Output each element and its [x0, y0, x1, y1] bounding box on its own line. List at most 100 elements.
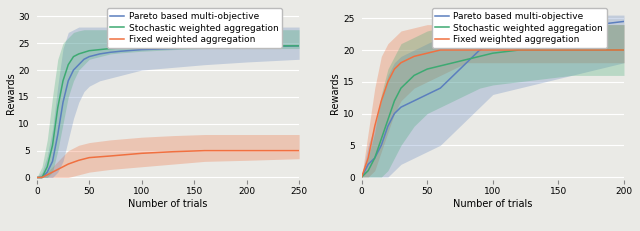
Stochastic weighted aggregation: [38, 176, 46, 179]
Stochastic weighted aggregation: [59, 79, 67, 82]
Stochastic weighted aggregation: [201, 45, 209, 47]
Fixed weighted aggregation: [594, 49, 602, 51]
Stochastic weighted aggregation: [476, 55, 484, 58]
Stochastic weighted aggregation: [568, 49, 575, 51]
Fixed weighted aggregation: [295, 149, 303, 152]
Stochastic weighted aggregation: [33, 176, 40, 179]
Stochastic weighted aggregation: [364, 169, 372, 172]
Fixed weighted aggregation: [49, 171, 56, 173]
Pareto based multi-objective: [568, 26, 575, 29]
Stochastic weighted aggregation: [117, 47, 125, 49]
Pareto based multi-objective: [397, 106, 405, 109]
Pareto based multi-objective: [85, 55, 93, 58]
Stochastic weighted aggregation: [44, 165, 51, 168]
Pareto based multi-objective: [378, 144, 385, 147]
Stochastic weighted aggregation: [390, 99, 398, 102]
Stochastic weighted aggregation: [384, 119, 392, 121]
Stochastic weighted aggregation: [378, 137, 385, 140]
Stochastic weighted aggregation: [106, 47, 114, 50]
X-axis label: Number of trials: Number of trials: [128, 199, 207, 209]
Pareto based multi-objective: [515, 36, 523, 39]
Line: Pareto based multi-objective: Pareto based multi-objective: [36, 46, 299, 177]
Pareto based multi-objective: [424, 93, 431, 96]
X-axis label: Number of trials: Number of trials: [453, 199, 532, 209]
Line: Pareto based multi-objective: Pareto based multi-objective: [362, 21, 624, 177]
Pareto based multi-objective: [54, 133, 61, 136]
Fixed weighted aggregation: [201, 149, 209, 152]
Stochastic weighted aggregation: [75, 52, 83, 55]
Pareto based multi-objective: [541, 30, 549, 32]
Pareto based multi-objective: [371, 157, 379, 159]
Pareto based multi-objective: [138, 48, 145, 51]
Stochastic weighted aggregation: [96, 48, 104, 51]
Pareto based multi-objective: [65, 79, 72, 82]
Pareto based multi-objective: [620, 20, 628, 23]
Fixed weighted aggregation: [397, 61, 405, 64]
Fixed weighted aggregation: [390, 68, 398, 70]
Y-axis label: Rewards: Rewards: [330, 72, 340, 114]
Stochastic weighted aggregation: [85, 49, 93, 52]
Fixed weighted aggregation: [410, 55, 418, 58]
Stochastic weighted aggregation: [436, 64, 444, 67]
Fixed weighted aggregation: [378, 99, 385, 102]
Fixed weighted aggregation: [243, 149, 250, 152]
Fixed weighted aggregation: [54, 168, 61, 171]
Stochastic weighted aggregation: [410, 74, 418, 77]
Fixed weighted aggregation: [424, 52, 431, 55]
Pareto based multi-objective: [450, 74, 458, 77]
Stochastic weighted aggregation: [243, 45, 250, 47]
Fixed weighted aggregation: [463, 49, 470, 51]
Pareto based multi-objective: [44, 171, 51, 173]
Pareto based multi-objective: [358, 176, 365, 178]
Stochastic weighted aggregation: [54, 106, 61, 109]
Pareto based multi-objective: [390, 112, 398, 115]
Pareto based multi-objective: [59, 101, 67, 104]
Fixed weighted aggregation: [65, 163, 72, 165]
Legend: Pareto based multi-objective, Stochastic weighted aggregation, Fixed weighted ag: Pareto based multi-objective, Stochastic…: [432, 8, 607, 48]
Fixed weighted aggregation: [371, 125, 379, 128]
Stochastic weighted aggregation: [295, 45, 303, 47]
Fixed weighted aggregation: [620, 49, 628, 51]
Legend: Pareto based multi-objective, Stochastic weighted aggregation, Fixed weighted ag: Pareto based multi-objective, Stochastic…: [107, 8, 282, 48]
Pareto based multi-objective: [75, 63, 83, 66]
Fixed weighted aggregation: [106, 155, 114, 157]
Fixed weighted aggregation: [85, 156, 93, 159]
Fixed weighted aggregation: [384, 80, 392, 83]
Stochastic weighted aggregation: [358, 176, 365, 178]
Pareto based multi-objective: [489, 42, 497, 45]
Stochastic weighted aggregation: [65, 63, 72, 66]
Fixed weighted aggregation: [44, 173, 51, 176]
Pareto based multi-objective: [49, 160, 56, 163]
Pareto based multi-objective: [33, 176, 40, 179]
Stochastic weighted aggregation: [80, 51, 88, 54]
Pareto based multi-objective: [96, 52, 104, 55]
Fixed weighted aggregation: [568, 49, 575, 51]
Pareto based multi-objective: [364, 163, 372, 166]
Fixed weighted aggregation: [515, 49, 523, 51]
Stochastic weighted aggregation: [397, 87, 405, 89]
Stochastic weighted aggregation: [450, 61, 458, 64]
Pareto based multi-objective: [594, 23, 602, 26]
Pareto based multi-objective: [243, 46, 250, 48]
Y-axis label: Rewards: Rewards: [6, 72, 15, 114]
Fixed weighted aggregation: [450, 49, 458, 51]
Fixed weighted aggregation: [75, 159, 83, 162]
Fixed weighted aggregation: [436, 49, 444, 51]
Fixed weighted aggregation: [541, 49, 549, 51]
Stochastic weighted aggregation: [138, 46, 145, 48]
Stochastic weighted aggregation: [70, 55, 77, 58]
Fixed weighted aggregation: [489, 49, 497, 51]
Pareto based multi-objective: [106, 51, 114, 54]
Pareto based multi-objective: [463, 61, 470, 64]
Fixed weighted aggregation: [476, 49, 484, 51]
Pareto based multi-objective: [436, 87, 444, 89]
Pareto based multi-objective: [201, 46, 209, 49]
Pareto based multi-objective: [170, 47, 177, 50]
Line: Fixed weighted aggregation: Fixed weighted aggregation: [36, 151, 299, 177]
Stochastic weighted aggregation: [463, 58, 470, 61]
Fixed weighted aggregation: [38, 176, 46, 179]
Fixed weighted aggregation: [170, 150, 177, 153]
Fixed weighted aggregation: [364, 157, 372, 159]
Stochastic weighted aggregation: [49, 144, 56, 147]
Line: Fixed weighted aggregation: Fixed weighted aggregation: [362, 50, 624, 177]
